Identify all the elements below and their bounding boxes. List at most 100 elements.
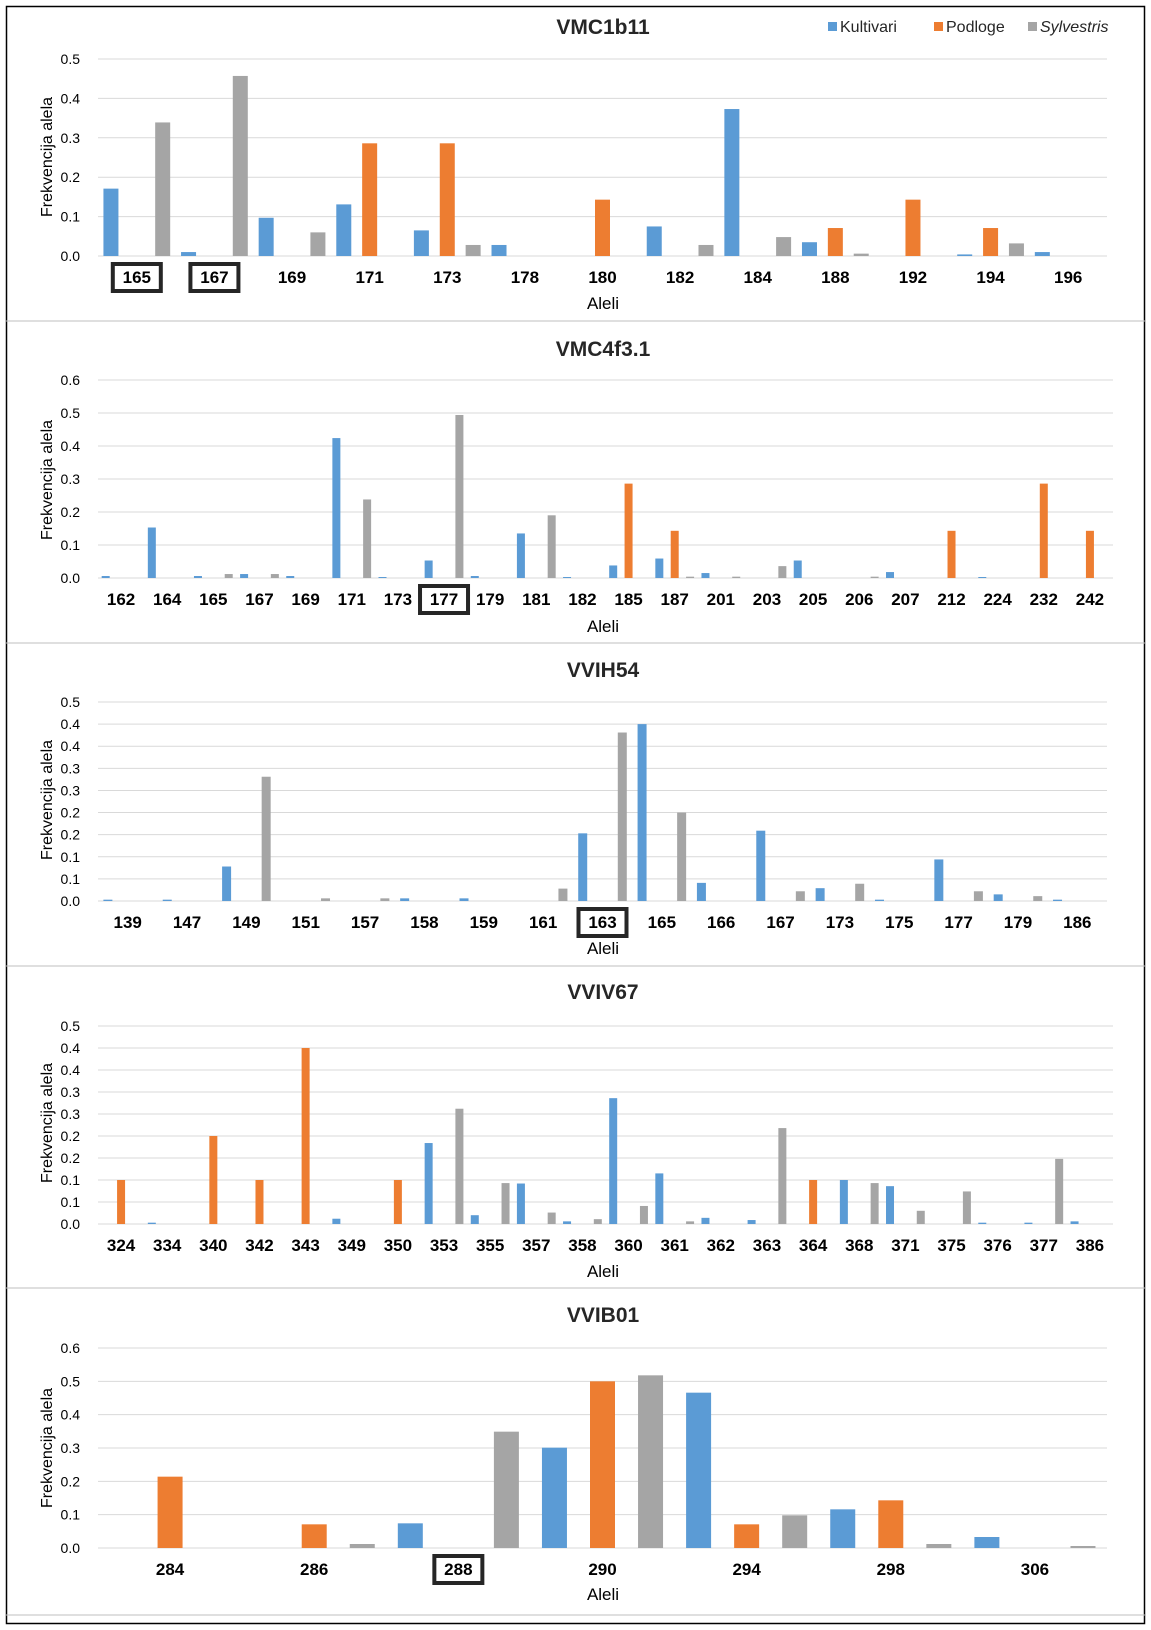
- bar-podloge-194: [983, 228, 999, 256]
- bar-sylvestris-181: [547, 515, 556, 578]
- y-tick-label: 0.5: [61, 1018, 81, 1034]
- bar-kultivari-298: [830, 1509, 856, 1548]
- bar-sylvestris-206: [870, 576, 879, 578]
- y-tick-label: 0.2: [61, 169, 81, 185]
- bar-sylvestris-179: [1033, 896, 1043, 901]
- x-tick-label: 353: [430, 1236, 458, 1255]
- bar-kultivari-290: [541, 1447, 567, 1548]
- bar-sylvestris-363: [778, 1128, 787, 1224]
- x-tick-label: 358: [568, 1236, 596, 1255]
- x-tick-label: 163: [588, 913, 616, 932]
- bar-sylvestris-161: [558, 888, 568, 901]
- bar-kultivari-139: [103, 899, 113, 901]
- highlight-box-163: [576, 907, 629, 938]
- bar-kultivari-167: [756, 830, 766, 901]
- bar-kultivari-167: [240, 574, 249, 578]
- bar-sylvestris-165: [224, 574, 233, 578]
- y-tick-label: 0.4: [61, 738, 81, 754]
- chart-vvib01: 0.0 0.1 0.2 0.3 0.4 0.5 0.6 VVIB01 Frekvencija a…: [6, 1304, 1145, 1616]
- x-tick-label: 355: [476, 1236, 504, 1255]
- y-tick-label: 0.4: [61, 90, 81, 106]
- x-tick-label: 368: [845, 1236, 873, 1255]
- x-tick-label: 362: [707, 1236, 735, 1255]
- y-tick-label: 0.1: [61, 1172, 81, 1188]
- highlight-box-177: [418, 584, 471, 615]
- x-tick-label: 377: [1030, 1236, 1058, 1255]
- x-tick-label: 162: [107, 590, 135, 609]
- y-axis-label: Frekvencija alela: [39, 740, 56, 860]
- bar-sylvestris-171: [363, 499, 372, 578]
- bar-podloge-324: [117, 1180, 126, 1224]
- y-tick-label: 0.3: [61, 1106, 81, 1122]
- x-tick-label: 165: [199, 590, 227, 609]
- bar-sylvestris-355: [501, 1183, 510, 1224]
- bar-kultivari-147: [162, 899, 172, 901]
- y-tick-label: 0.3: [61, 1084, 81, 1100]
- bar-kultivari-368: [839, 1180, 848, 1224]
- y-tick-label: 0.5: [61, 51, 81, 67]
- bar-sylvestris-290: [638, 1375, 664, 1548]
- x-tick-label: 212: [937, 590, 965, 609]
- x-tick-label: 149: [232, 913, 260, 932]
- x-tick-label: 187: [661, 590, 689, 609]
- bar-podloge-212: [947, 530, 956, 578]
- x-tick-label: 167: [200, 268, 228, 287]
- y-tick-label: 0.3: [61, 130, 81, 146]
- highlight-box-165: [110, 262, 163, 293]
- x-axis-label: Aleli: [587, 1585, 619, 1604]
- bar-kultivari-179: [993, 894, 1003, 901]
- x-tick-label: 196: [1054, 268, 1082, 287]
- bar-kultivari-165: [193, 576, 202, 578]
- bar-kultivari-187: [655, 558, 664, 578]
- bar-sylvestris-167: [795, 891, 805, 901]
- bar-kultivari-360: [609, 1098, 618, 1224]
- bar-kultivari-294: [686, 1392, 712, 1548]
- x-tick-label: 175: [885, 913, 913, 932]
- bar-kultivari-306: [974, 1537, 1000, 1548]
- x-tick-label: 171: [355, 268, 383, 287]
- x-tick-label: 181: [522, 590, 550, 609]
- y-tick-label: 0.3: [61, 1440, 81, 1456]
- x-tick-label: 306: [1021, 1560, 1049, 1579]
- chart-vviv67: 0.0 0.1 0.1 0.2 0.2 0.3 0.3 0.4 0.4 0.5 VVIV67 Frek…: [6, 981, 1145, 1289]
- x-tick-label: 158: [410, 913, 438, 932]
- x-tick-label: 173: [826, 913, 854, 932]
- bar-sylvestris-361: [686, 1221, 695, 1224]
- x-tick-label: 290: [588, 1560, 616, 1579]
- x-tick-label: 185: [614, 590, 642, 609]
- y-tick-label: 0.4: [61, 438, 81, 454]
- bar-sylvestris-149: [261, 776, 271, 901]
- bar-podloge-173: [439, 143, 455, 256]
- bar-podloge-242: [1085, 530, 1094, 578]
- chart-title: VMC4f3.1: [556, 338, 651, 361]
- bar-sylvestris-163: [617, 732, 627, 901]
- bar-podloge-340: [209, 1136, 218, 1224]
- x-tick-label: 364: [799, 1236, 828, 1255]
- bar-kultivari-334: [147, 1222, 156, 1224]
- x-tick-label: 376: [983, 1236, 1011, 1255]
- y-tick-label: 0.3: [61, 782, 81, 798]
- bar-kultivari-357: [516, 1183, 525, 1224]
- y-tick-label: 0.1: [61, 1194, 81, 1210]
- bar-sylvestris-165: [677, 812, 687, 901]
- x-tick-label: 203: [753, 590, 781, 609]
- bar-podloge-180: [595, 199, 610, 256]
- x-tick-label: 169: [291, 590, 319, 609]
- y-tick-label: 0.5: [61, 1373, 81, 1389]
- x-tick-label: 201: [707, 590, 735, 609]
- y-tick-label: 0.1: [61, 871, 81, 887]
- bar-podloge-188: [827, 228, 843, 256]
- bar-sylvestris-371: [916, 1210, 925, 1224]
- x-tick-label: 340: [199, 1236, 227, 1255]
- bar-sylvestris-288: [493, 1431, 519, 1548]
- bar-sylvestris-360: [639, 1205, 648, 1224]
- y-tick-label: 0.4: [61, 716, 81, 732]
- bar-sylvestris-377: [1055, 1158, 1064, 1224]
- legend-label-sylvestris: Sylvestris: [1040, 19, 1108, 36]
- x-tick-label: 167: [766, 913, 794, 932]
- x-tick-label: 165: [123, 268, 151, 287]
- x-tick-label: 349: [338, 1236, 366, 1255]
- bar-sylvestris-157: [380, 898, 390, 901]
- bar-podloge-290: [590, 1381, 615, 1548]
- y-tick-label: 0.2: [61, 1150, 81, 1166]
